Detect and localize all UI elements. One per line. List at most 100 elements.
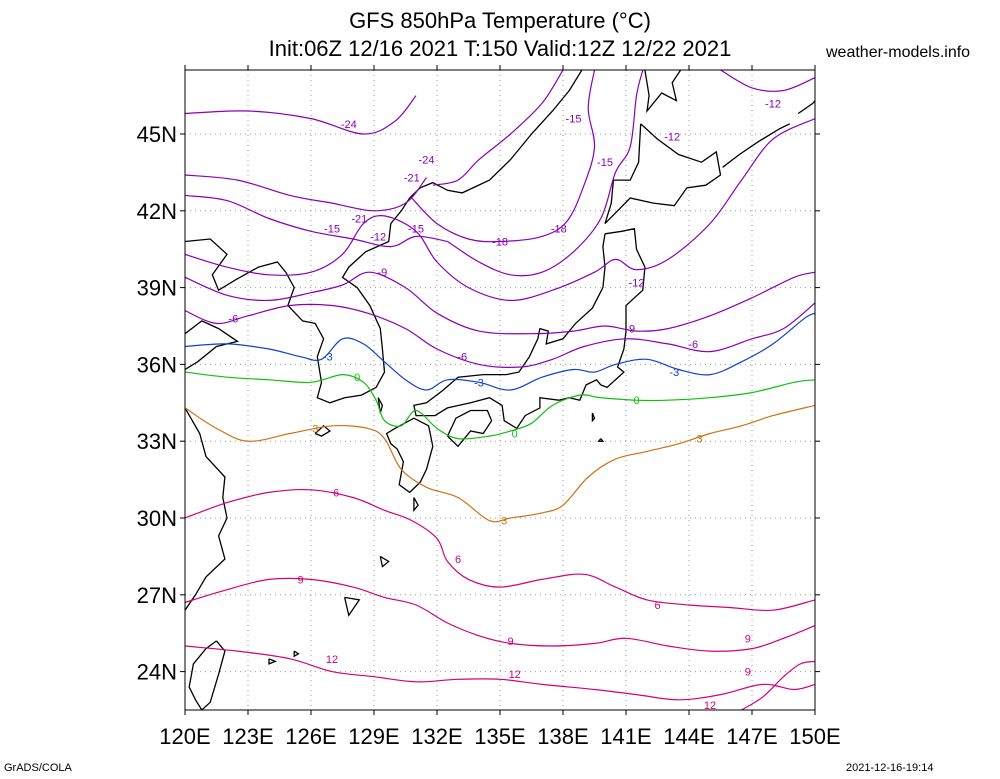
contour-labels: -24 -24 -21 -21 -18 -18 -15 -15 -15 -15 -12 -12 -12 -… — [228, 98, 781, 712]
isotherm--9 — [185, 271, 815, 335]
latitude-labels: 24N 27N 30N 33N 36N 39N 42N 45N — [137, 122, 177, 685]
lon-label: 126E — [285, 724, 336, 749]
contour-label: -12 — [664, 132, 680, 144]
contour-label: -18 — [551, 224, 567, 236]
coastline-china-east — [185, 407, 228, 611]
contour-label: 9 — [297, 574, 303, 586]
coastline-kurile-2 — [797, 100, 815, 115]
contour-label: -6 — [457, 352, 467, 364]
chart-title: GFS 850hPa Temperature (°C) — [349, 8, 651, 33]
contour-label: -6 — [688, 339, 698, 351]
coastline-okinawa — [343, 596, 361, 617]
coastlines — [185, 70, 815, 710]
contour-label: -21 — [351, 213, 367, 225]
isotherm--15 — [447, 70, 644, 277]
isotherm--6 — [185, 302, 815, 368]
contour-label: 12 — [326, 654, 338, 666]
contour-label: -21 — [404, 173, 420, 185]
coastline-jeju — [314, 424, 332, 437]
lon-label: 135E — [474, 724, 525, 749]
contour-label: -9 — [625, 324, 635, 336]
chart-subtitle: Init:06Z 12/16 2021 T:150 Valid:12Z 12/2… — [268, 36, 732, 61]
lon-label: 129E — [348, 724, 399, 749]
isotherm--3 — [185, 312, 815, 391]
lon-label: 144E — [663, 724, 714, 749]
coastline-izu-islands — [591, 412, 596, 423]
isotherm-12 — [185, 645, 815, 701]
lat-label: 24N — [137, 660, 177, 685]
contour-label: -6 — [228, 313, 238, 325]
lon-label: 123E — [222, 724, 273, 749]
lon-label: 141E — [600, 724, 651, 749]
lat-label: 36N — [137, 352, 177, 377]
lat-label: 30N — [137, 506, 177, 531]
axis-ticks — [180, 65, 820, 715]
contour-label: -12 — [629, 277, 645, 289]
coastline-miyako — [293, 650, 300, 658]
coastline-amami — [379, 555, 390, 568]
contour-label: 12 — [509, 669, 521, 681]
isotherm-9 — [741, 660, 815, 710]
isotherm-6 — [185, 488, 815, 612]
coastline-hokkaido — [604, 123, 722, 225]
contour-label: -12 — [765, 98, 781, 110]
grid-lines — [185, 70, 815, 710]
lat-label: 42N — [137, 199, 177, 224]
lat-label: 39N — [137, 276, 177, 301]
isotherm--15 — [185, 194, 448, 248]
contour-label: -24 — [341, 119, 357, 131]
lon-label: 138E — [537, 724, 588, 749]
coastline-taiwan — [188, 640, 226, 710]
contour-label: -3 — [323, 352, 333, 364]
contour-label: -15 — [566, 114, 582, 126]
isotherm--12 — [720, 70, 815, 92]
coastline-kyushu — [385, 417, 434, 494]
lat-label: 45N — [137, 122, 177, 147]
contour-label: -3 — [669, 367, 679, 379]
contour-label: 6 — [333, 487, 339, 499]
contour-label: 0 — [633, 395, 639, 407]
contour-label: 6 — [654, 600, 660, 612]
contour-label: -18 — [492, 237, 508, 249]
contour-label: -15 — [408, 224, 424, 236]
isotherm--12 — [185, 118, 815, 302]
coastline-ishigaki — [268, 658, 278, 665]
isotherm--21 — [185, 174, 427, 212]
lon-label: 147E — [726, 724, 777, 749]
contour-label: 12 — [704, 700, 716, 712]
lon-label: 132E — [411, 724, 462, 749]
coastline-tanegashima — [413, 497, 419, 513]
contour-label: -3 — [474, 377, 484, 389]
coastline-hachijo — [597, 438, 605, 442]
contour-label: 9 — [507, 636, 513, 648]
contour-label: 0 — [512, 429, 518, 441]
lat-label: 27N — [137, 583, 177, 608]
contour-label: 6 — [455, 554, 461, 566]
software-credit: GrADS/COLA — [4, 762, 72, 774]
coastline-china-north — [185, 320, 240, 371]
coastline-sakhalin — [644, 70, 682, 114]
lon-label: 150E — [789, 724, 840, 749]
isotherm--21 — [432, 70, 564, 186]
contour-label: 3 — [696, 434, 702, 446]
coastline-liaodong-korea — [185, 197, 411, 404]
coastline-shikoku — [446, 409, 493, 448]
lat-label: 33N — [137, 429, 177, 454]
longitude-labels: 120E 123E 126E 129E 132E 135E 138E 141E 144E 147E… — [159, 724, 840, 749]
lon-label: 120E — [159, 724, 210, 749]
isotherm--24 — [185, 95, 417, 135]
contour-label: -9 — [378, 267, 388, 279]
coastline-russia-coast — [409, 70, 583, 199]
coastline-tsushima — [377, 397, 384, 414]
contour-label: 0 — [354, 372, 360, 384]
generated-timestamp: 2021-12-16-19:14 — [846, 762, 934, 774]
isotherm-0 — [185, 371, 815, 440]
isotherm--18 — [411, 70, 596, 243]
isotherm-9 — [185, 577, 815, 652]
contour-label: 3 — [312, 423, 318, 435]
contour-label: -15 — [324, 224, 340, 236]
contour-label: -12 — [370, 231, 386, 243]
contour-lines — [185, 70, 815, 710]
isotherm-3 — [185, 404, 815, 523]
